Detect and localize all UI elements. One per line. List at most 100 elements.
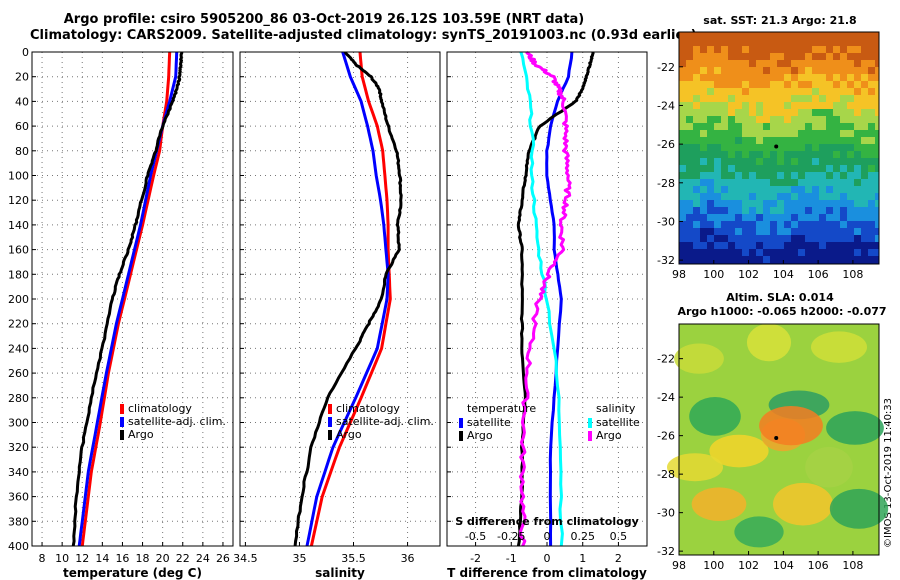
sst-cell	[791, 123, 798, 130]
map-x-tick-label: 100	[703, 268, 724, 281]
sst-cell	[784, 60, 791, 67]
sst-cell	[728, 193, 735, 200]
sst-cell	[686, 60, 693, 67]
sst-cell	[805, 116, 812, 123]
sst-cell	[679, 39, 686, 46]
sst-cell	[819, 95, 826, 102]
sst-cell	[861, 109, 868, 116]
sst-cell	[805, 109, 812, 116]
sst-cell	[833, 165, 840, 172]
sst-cell	[693, 186, 700, 193]
sst-cell	[868, 193, 875, 200]
sst-cell	[875, 179, 879, 186]
sst-cell	[826, 256, 833, 263]
sst-cell	[679, 88, 686, 95]
sst-cell	[812, 74, 819, 81]
sst-cell	[868, 60, 875, 67]
sst-cell	[854, 116, 861, 123]
plot-title-line2: Climatology: CARS2009. Satellite-adjuste…	[30, 28, 697, 43]
sst-cell	[679, 242, 686, 249]
sst-cell	[756, 137, 763, 144]
sst-cell	[854, 39, 861, 46]
sst-cell	[812, 228, 819, 235]
sst-cell	[735, 39, 742, 46]
depth-tick-label: 220	[8, 318, 29, 331]
sst-cell	[840, 221, 847, 228]
sst-cell	[826, 137, 833, 144]
sst-cell	[784, 221, 791, 228]
sst-cell	[840, 186, 847, 193]
sst-cell	[763, 39, 770, 46]
sst-cell	[686, 74, 693, 81]
sst-cell	[840, 172, 847, 179]
sst-cell	[735, 235, 742, 242]
x-tick-label: 10	[55, 552, 69, 565]
sst-cell	[861, 74, 868, 81]
sst-cell	[805, 39, 812, 46]
sst-cell	[777, 165, 784, 172]
map-x-tick-label: 102	[738, 559, 759, 572]
sst-cell	[798, 130, 805, 137]
sst-cell	[770, 88, 777, 95]
x-tick-label: 16	[115, 552, 129, 565]
sst-cell	[707, 179, 714, 186]
sst-cell	[763, 193, 770, 200]
sst-cell	[679, 32, 686, 39]
sst-cell	[749, 88, 756, 95]
sst-cell	[868, 39, 875, 46]
depth-tick-label: 60	[15, 120, 29, 133]
sst-cell	[812, 67, 819, 74]
sst-cell	[777, 88, 784, 95]
sst-cell	[854, 200, 861, 207]
sst-cell	[700, 95, 707, 102]
sst-cell	[847, 74, 854, 81]
sst-cell	[784, 74, 791, 81]
sst-cell	[742, 200, 749, 207]
map-x-tick-label: 98	[672, 268, 686, 281]
sst-cell	[847, 130, 854, 137]
x-tick-label: 26	[216, 552, 230, 565]
sst-cell	[798, 193, 805, 200]
sst-cell	[805, 221, 812, 228]
sst-cell	[707, 67, 714, 74]
sst-cell	[714, 172, 721, 179]
sst-cell	[777, 158, 784, 165]
sst-cell	[840, 123, 847, 130]
sst-cell	[854, 158, 861, 165]
sst-cell	[693, 151, 700, 158]
sst-cell	[819, 74, 826, 81]
sst-cell	[700, 249, 707, 256]
map-sst_map	[678, 31, 880, 265]
sst-cell	[700, 207, 707, 214]
sst-cell	[714, 53, 721, 60]
sst-cell	[763, 235, 770, 242]
sst-cell	[714, 102, 721, 109]
sst-cell	[819, 179, 826, 186]
s-tick-label: 0	[544, 530, 551, 543]
sst-cell	[756, 74, 763, 81]
sst-cell	[679, 130, 686, 137]
sst-cell	[777, 109, 784, 116]
sst-cell	[805, 172, 812, 179]
sst-cell	[721, 144, 728, 151]
sst-cell	[735, 137, 742, 144]
sst-cell	[777, 193, 784, 200]
depth-tick-label: 280	[8, 392, 29, 405]
sst-cell	[707, 109, 714, 116]
sla-anomaly-blob	[826, 411, 884, 445]
sst-cell	[798, 74, 805, 81]
sst-cell	[861, 116, 868, 123]
sst-cell	[847, 235, 854, 242]
sst-cell	[875, 46, 879, 53]
sst-cell	[714, 235, 721, 242]
sst-cell	[700, 102, 707, 109]
sst-cell	[777, 256, 784, 263]
sst-cell	[847, 32, 854, 39]
sst-cell	[756, 221, 763, 228]
sst-cell	[854, 207, 861, 214]
sst-cell	[770, 235, 777, 242]
sst-cell	[700, 116, 707, 123]
sst-cell	[784, 95, 791, 102]
sst-cell	[847, 249, 854, 256]
sst-cell	[735, 109, 742, 116]
